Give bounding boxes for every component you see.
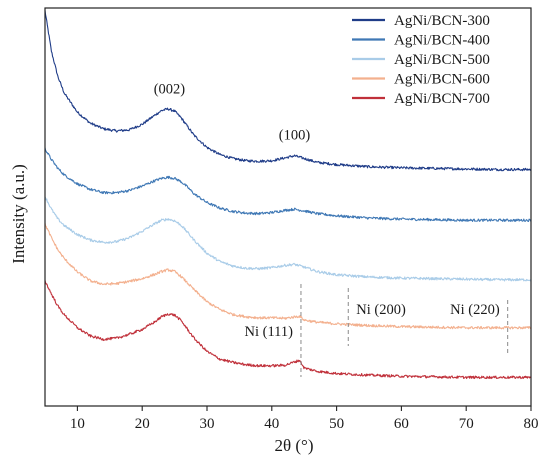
x-tick-label-80: 80: [524, 416, 539, 432]
x-tick-label-50: 50: [329, 416, 344, 432]
legend: AgNi/BCN-300 AgNi/BCN-400 AgNi/BCN-500 AgNi…: [352, 13, 490, 107]
legend-label-3: AgNi/BCN-500: [394, 52, 490, 68]
legend-label-4: AgNi/BCN-600: [394, 72, 490, 88]
series-line-2: [44, 147, 532, 223]
reference-label-1: Ni (111): [244, 324, 293, 340]
x-axis-title: 2θ (°): [274, 436, 313, 455]
x-tick-label-70: 70: [459, 416, 474, 432]
legend-label-5: AgNi/BCN-700: [394, 91, 490, 107]
series-line-4: [44, 222, 532, 330]
peak-annotation-1: (002): [154, 81, 186, 97]
reference-lines: Ni (111) Ni (200) Ni (220): [244, 284, 509, 377]
legend-label-1: AgNi/BCN-300: [394, 13, 490, 29]
x-tick-label-60: 60: [394, 416, 409, 432]
y-axis-title: Intensity (a.u.): [9, 164, 28, 264]
reference-label-2: Ni (200): [356, 302, 406, 318]
x-tick-label-30: 30: [200, 416, 215, 432]
series-line-1: [44, 10, 532, 172]
series-line-3: [44, 196, 532, 282]
series-line-5: [44, 280, 532, 380]
series-traces: [44, 10, 532, 380]
plot-frame: [44, 7, 532, 407]
x-tick-label-20: 20: [135, 416, 150, 432]
x-tick-label-40: 40: [264, 416, 279, 432]
axes: 10 20 30 40 50 60 70 80: [44, 7, 539, 432]
peak-annotations: (002) (100): [154, 81, 311, 143]
legend-label-2: AgNi/BCN-400: [394, 33, 490, 49]
x-tick-label-10: 10: [70, 416, 85, 432]
reference-label-3: Ni (220): [450, 302, 500, 318]
peak-annotation-2: (100): [279, 128, 311, 144]
